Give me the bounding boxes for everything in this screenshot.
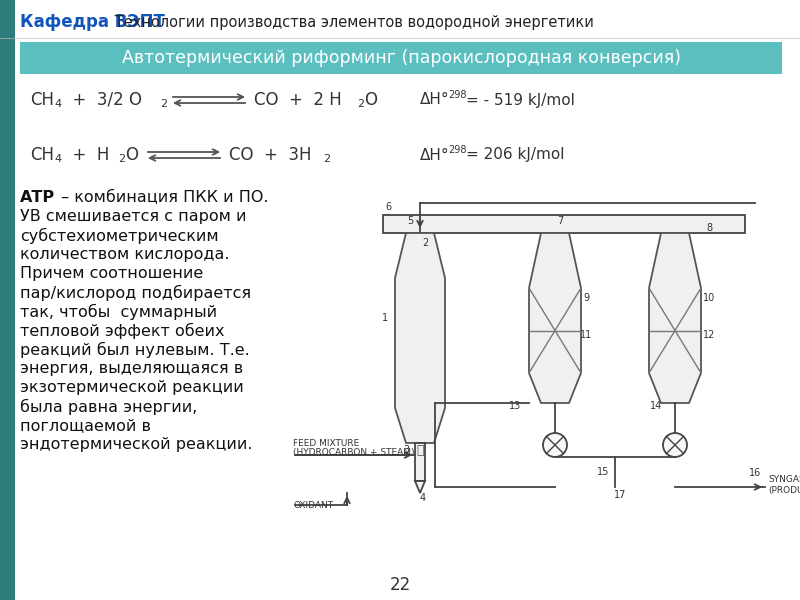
Text: Технологии производства элементов водородной энергетики: Технологии производства элементов водоро… bbox=[110, 14, 594, 29]
Text: так, чтобы  суммарный: так, чтобы суммарный bbox=[20, 304, 217, 320]
Text: 16: 16 bbox=[749, 468, 761, 478]
Text: 6: 6 bbox=[385, 202, 391, 212]
Text: Автотермический риформинг (парокислородная конверсия): Автотермический риформинг (парокислородн… bbox=[122, 49, 681, 67]
Text: 17: 17 bbox=[614, 490, 626, 500]
Text: эндотермической реакции.: эндотермической реакции. bbox=[20, 437, 253, 452]
Text: CO  +  3H: CO + 3H bbox=[229, 146, 311, 164]
Text: 4: 4 bbox=[54, 154, 61, 164]
Text: пар/кислород подбирается: пар/кислород подбирается bbox=[20, 285, 251, 301]
Text: 7: 7 bbox=[557, 216, 563, 226]
Bar bbox=[0, 0, 800, 38]
Bar bbox=[383, 215, 745, 233]
Text: +  H: + H bbox=[62, 146, 110, 164]
Text: ꙲: ꙲ bbox=[416, 445, 424, 457]
Text: = 206 kJ/mol: = 206 kJ/mol bbox=[466, 148, 565, 163]
Polygon shape bbox=[529, 233, 581, 403]
Bar bbox=[0, 0, 15, 600]
Text: = - 519 kJ/mol: = - 519 kJ/mol bbox=[466, 92, 575, 107]
Text: экзотермической реакции: экзотермической реакции bbox=[20, 380, 244, 395]
Text: 298: 298 bbox=[448, 90, 466, 100]
Text: была равна энергии,: была равна энергии, bbox=[20, 399, 198, 415]
Text: 13: 13 bbox=[509, 401, 521, 411]
Text: 14: 14 bbox=[650, 401, 662, 411]
Text: Причем соотношение: Причем соотношение bbox=[20, 266, 203, 281]
Text: УВ смешивается с паром и: УВ смешивается с паром и bbox=[20, 209, 246, 224]
Text: (HYDROCARBON + STEAM): (HYDROCARBON + STEAM) bbox=[293, 449, 414, 457]
Text: 22: 22 bbox=[390, 576, 410, 594]
Text: количеством кислорода.: количеством кислорода. bbox=[20, 247, 230, 262]
Circle shape bbox=[663, 433, 687, 457]
Text: 11: 11 bbox=[580, 331, 592, 340]
Text: 2: 2 bbox=[323, 154, 330, 164]
Text: CO  +  2 H: CO + 2 H bbox=[254, 91, 342, 109]
Text: O: O bbox=[364, 91, 377, 109]
Text: ΔH°: ΔH° bbox=[420, 92, 450, 107]
Text: +  3/2 O: + 3/2 O bbox=[62, 91, 142, 109]
Circle shape bbox=[543, 433, 567, 457]
Text: 4: 4 bbox=[420, 493, 426, 503]
Text: субстехиометрическим: субстехиометрическим bbox=[20, 228, 218, 244]
Text: CH: CH bbox=[30, 91, 54, 109]
Text: 4: 4 bbox=[54, 99, 61, 109]
Text: OXIDANT: OXIDANT bbox=[293, 500, 333, 509]
Text: 15: 15 bbox=[597, 467, 609, 477]
Text: 2: 2 bbox=[422, 238, 428, 248]
Bar bbox=[20, 42, 782, 74]
Polygon shape bbox=[395, 233, 445, 443]
Text: АТР: АТР bbox=[20, 190, 55, 205]
Text: 9: 9 bbox=[583, 293, 589, 303]
Text: Кафедра ВЭПТ: Кафедра ВЭПТ bbox=[20, 13, 165, 31]
Text: 3: 3 bbox=[403, 445, 409, 455]
Text: 1: 1 bbox=[382, 313, 388, 323]
Text: CH: CH bbox=[30, 146, 54, 164]
Text: O: O bbox=[125, 146, 138, 164]
Polygon shape bbox=[415, 481, 425, 493]
Bar bbox=[415, 443, 425, 481]
Text: 2: 2 bbox=[357, 99, 364, 109]
Text: 5: 5 bbox=[407, 216, 413, 226]
Text: 12: 12 bbox=[703, 331, 715, 340]
Text: 2: 2 bbox=[160, 99, 167, 109]
Text: 298: 298 bbox=[448, 145, 466, 155]
Text: реакций был нулевым. Т.е.: реакций был нулевым. Т.е. bbox=[20, 342, 250, 358]
Text: энергия, выделяющаяся в: энергия, выделяющаяся в bbox=[20, 361, 243, 376]
Text: поглощаемой в: поглощаемой в bbox=[20, 418, 151, 433]
Text: – комбинация ПКК и ПО.: – комбинация ПКК и ПО. bbox=[56, 190, 269, 205]
Text: (PRODUCT): (PRODUCT) bbox=[768, 487, 800, 496]
Text: 2: 2 bbox=[118, 154, 125, 164]
Text: SYNGAS: SYNGAS bbox=[768, 475, 800, 484]
Polygon shape bbox=[649, 233, 701, 403]
Text: 8: 8 bbox=[706, 223, 712, 233]
Text: тепловой эффект обеих: тепловой эффект обеих bbox=[20, 323, 225, 339]
Text: FEED MIXTURE: FEED MIXTURE bbox=[293, 439, 359, 448]
Text: ΔH°: ΔH° bbox=[420, 148, 450, 163]
Text: 10: 10 bbox=[703, 293, 715, 303]
